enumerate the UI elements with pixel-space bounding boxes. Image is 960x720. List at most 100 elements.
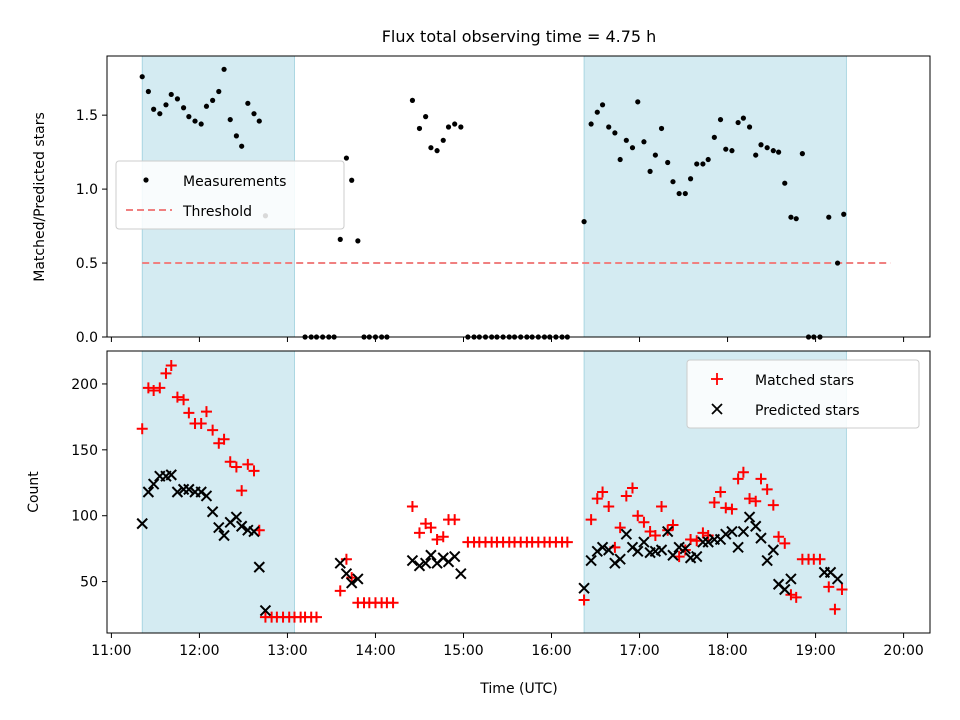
data-point [623,137,629,143]
data-point [578,582,590,594]
data-point [814,553,826,565]
data-point [591,493,603,505]
shaded-span [141,350,295,634]
data-point [151,106,157,112]
series-predicted-stars [136,469,844,617]
data-point [458,124,464,130]
y-tick-label: 0.0 [76,330,98,346]
top-series-layer [139,66,847,340]
data-point [245,100,251,106]
data-point [349,177,355,183]
data-point [785,589,797,601]
data-point [340,553,352,565]
data-point [136,517,148,530]
data-point [705,156,711,163]
data-point [588,121,594,127]
legend-threshold-label: Threshold [182,204,252,220]
data-point [652,152,658,158]
data-point [744,493,756,505]
series-matched-stars [136,359,848,623]
x-tick-label: 19:00 [795,643,835,659]
bottom-series-layer [136,359,848,623]
data-point [694,161,700,167]
data-point [755,473,767,485]
y-tick-label: 50 [80,575,98,591]
data-point [617,156,623,163]
data-point [750,495,762,507]
data-point [154,382,166,394]
top-legend-frame [115,160,345,230]
data-point [242,458,254,470]
data-point [445,124,452,130]
data-point [431,533,443,545]
data-point [723,146,729,152]
data-point [782,180,788,186]
bottom-legend: Matched stars Predicted stars [686,359,920,429]
data-point [834,260,841,266]
data-point [761,554,773,567]
y-tick-label: 150 [71,443,98,459]
data-point [603,544,615,556]
data-point [632,545,644,558]
data-point [165,469,177,481]
data-point [310,611,322,623]
data-point [750,520,762,532]
data-point [743,511,756,523]
data-point [676,190,682,197]
data-point [195,417,207,429]
data-point [735,119,741,126]
data-point [423,114,429,120]
data-point [596,541,609,554]
data-point [708,497,720,509]
data-point [210,97,216,103]
data-point [145,88,151,95]
data-point [198,121,204,127]
data-point [160,367,172,379]
data-point [425,549,437,561]
data-point [413,527,425,539]
data-point [711,134,717,140]
data-point [767,499,779,511]
data-point [658,125,665,132]
data-point [218,433,230,445]
data-point [720,502,732,514]
data-point [248,465,260,477]
data-point [746,124,753,130]
y-tick-label: 100 [71,509,98,525]
data-point [770,148,776,154]
bottom-y-axis-label: Count [26,471,42,513]
data-point [685,533,697,545]
data-point [687,176,694,182]
data-point [147,478,160,490]
data-point [753,152,759,158]
data-point [732,541,744,554]
data-point [790,591,802,603]
x-axis-label: Time (UTC) [479,681,557,697]
data-point [180,105,187,111]
data-point [239,143,245,149]
data-point [200,490,213,502]
chart-title: Flux total observing time = 4.75 h [382,27,657,46]
bottom-axis-ticks: 50 100 150 200 11:00 12:00 13:00 14:00 15:00 16:0… [71,377,924,659]
data-point [406,554,419,567]
data-point [700,161,706,167]
data-point [448,550,461,563]
data-point [758,142,764,148]
data-point [163,102,169,108]
data-point [183,483,195,496]
data-point [136,423,148,435]
data-point [171,391,183,403]
data-point [192,118,198,124]
data-point [776,149,782,155]
data-point [416,125,423,132]
data-point [340,567,353,580]
x-tick-label: 13:00 [267,643,307,659]
data-point [139,74,145,80]
data-point [655,544,668,556]
data-point [233,133,239,139]
data-point [661,525,674,538]
y-tick-label: 0.5 [76,256,98,272]
data-point [455,567,467,580]
data-point [207,424,219,436]
data-point [779,537,791,549]
